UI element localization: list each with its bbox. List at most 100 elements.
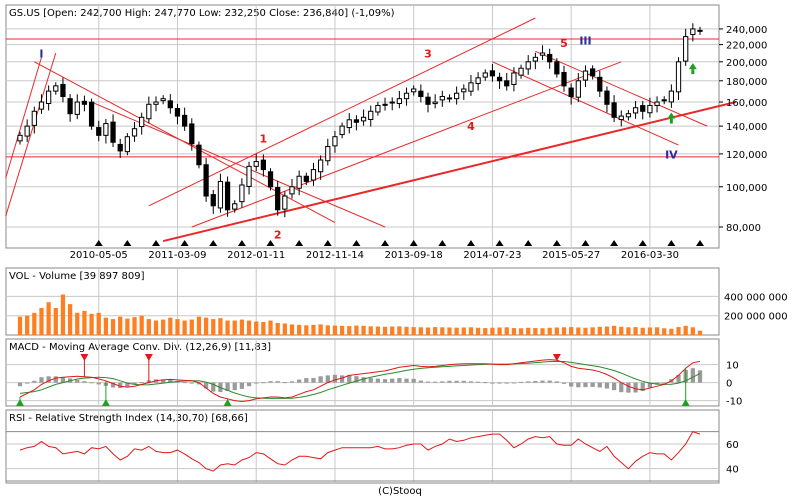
volume-bar: [497, 327, 502, 335]
volume-bar: [654, 327, 660, 335]
macd-histogram-bar: [626, 382, 631, 393]
volume-bar: [547, 327, 552, 335]
macd-histogram-bar: [32, 380, 37, 383]
candle-up: [325, 146, 331, 162]
candle-up: [318, 159, 324, 173]
candle-up: [131, 128, 138, 137]
volume-bar: [676, 327, 681, 335]
buy-marker-icon: [223, 399, 232, 406]
candle-down: [547, 53, 553, 63]
volume-bar: [311, 324, 316, 335]
macd-histogram-bar: [118, 382, 123, 388]
volume-bar: [454, 327, 459, 335]
macd-histogram-bar: [139, 382, 144, 384]
macd-histogram-bar: [418, 380, 423, 383]
macd-histogram-bar: [662, 382, 667, 384]
volume-bar: [225, 320, 230, 335]
volume-bar: [318, 324, 323, 335]
macd-histogram-bar: [254, 382, 259, 384]
volume-bar: [540, 328, 545, 335]
volume-bars: [17, 294, 703, 335]
candle-up: [632, 107, 639, 114]
macd-histogram-bar: [297, 379, 302, 383]
volume-bar: [332, 325, 338, 335]
up-arrow-stem: [691, 69, 695, 75]
price-header: GS.US [Open: 242,700 High: 247,770 Low: …: [9, 8, 395, 19]
period-marker: [381, 240, 390, 246]
candle-down: [489, 70, 496, 77]
wave-label: 5: [560, 37, 568, 50]
macd-histogram-bar: [361, 377, 366, 383]
candle-down: [604, 90, 610, 105]
macd-histogram-bar: [189, 382, 194, 384]
y-tick-label: 240,000: [726, 25, 767, 36]
volume-bar: [382, 326, 388, 335]
candle-up: [468, 82, 474, 92]
candle-up: [575, 80, 581, 98]
candle-down: [611, 102, 617, 118]
price-candles: [17, 23, 703, 218]
candle-up: [17, 134, 23, 142]
candle-up: [439, 95, 445, 101]
volume-bar: [218, 318, 223, 335]
macd-histogram-bar: [454, 380, 459, 383]
volume-bar: [504, 327, 509, 335]
macd-histogram-bar: [554, 381, 559, 383]
candle-down: [203, 164, 209, 197]
macd-histogram-bar: [203, 382, 209, 389]
macd-histogram-bar: [132, 382, 137, 385]
macd-histogram-bar: [261, 382, 266, 384]
macd-histogram-bar: [289, 381, 295, 383]
y-tick-label: 160,000: [726, 98, 767, 109]
macd-histogram-bar: [161, 379, 166, 383]
macd-histogram-bar: [468, 381, 474, 383]
channel-line: [535, 50, 708, 127]
candle-up: [647, 104, 653, 114]
candle-down: [167, 100, 173, 109]
macd-histogram-bar: [690, 368, 695, 383]
volume-bar: [275, 322, 280, 335]
candle-up: [525, 61, 531, 70]
macd-histogram-bar: [110, 382, 116, 388]
buy-marker-icon: [16, 399, 24, 406]
period-marker: [123, 240, 132, 246]
candle-up: [511, 72, 517, 85]
macd-signal-line: [19, 360, 701, 399]
candle-down: [275, 186, 281, 211]
macd-histogram-bar: [96, 382, 101, 385]
macd-histogram-bar: [504, 382, 509, 384]
y-tick-label: 140,000: [726, 122, 767, 133]
macd-histogram-bar: [339, 375, 345, 383]
period-marker: [610, 240, 619, 246]
volume-bar: [619, 326, 624, 335]
candle-up: [582, 70, 589, 81]
volume-bar: [440, 327, 445, 335]
candle-down: [260, 159, 266, 171]
period-marker: [180, 240, 189, 246]
x-tick-label: 2012-11-14: [306, 250, 364, 261]
volume-bar: [597, 326, 602, 335]
rsi-panel-frame: [5, 409, 720, 484]
volume-bar: [82, 310, 87, 335]
period-marker: [209, 240, 218, 246]
macd-histogram-bar: [597, 382, 602, 388]
period-marker: [295, 240, 304, 246]
candle-down: [224, 181, 231, 211]
volume-bar: [604, 326, 610, 335]
x-tick-label: 2015-05-27: [542, 250, 600, 261]
candle-up: [690, 28, 696, 35]
volume-bar: [511, 328, 517, 335]
y-tick-label: 180,000: [726, 77, 767, 88]
volume-bar: [418, 327, 423, 335]
sell-marker-icon: [80, 354, 89, 361]
y-tick-label: 80,000: [726, 223, 761, 234]
macd-histogram-bar: [232, 382, 237, 391]
candle-down: [174, 107, 181, 117]
sell-marker-icon: [552, 354, 561, 361]
up-arrow-icon: [667, 112, 676, 119]
macd-tick-label: -10: [726, 397, 742, 408]
macd-histogram-bar: [375, 378, 381, 383]
macd-histogram-bar: [268, 381, 273, 383]
volume-bar: [289, 324, 295, 335]
candle-up: [518, 67, 524, 76]
